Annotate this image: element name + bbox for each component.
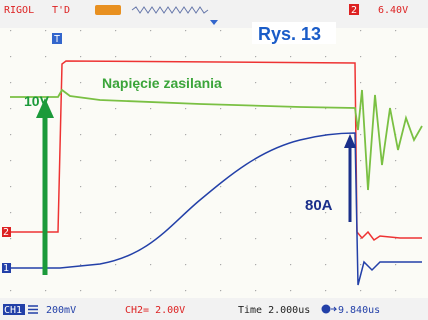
trigger-level: 6.40V: [378, 5, 408, 16]
voltage-label: 10V: [24, 93, 50, 109]
brand: RIGOL: [4, 5, 34, 16]
scope-screen: RIGOL T'D 2 6.40V T 2 1 Rys. 13 10V Napi…: [0, 0, 428, 320]
ch2-marker: 2: [3, 227, 9, 238]
ch1-marker: 1: [3, 263, 9, 274]
current-label: 80A: [305, 197, 333, 214]
supply-label: Napięcie zasilania: [102, 75, 222, 91]
offset-icon: [322, 305, 331, 314]
timebase: Time 2.000us: [238, 305, 310, 316]
ch1-scale: 200mV: [46, 305, 76, 316]
battery-icon: [95, 5, 121, 15]
trigger-channel: 2: [351, 5, 357, 16]
page: RIGOL T'D 2 6.40V T 2 1 Rys. 13 10V Napi…: [0, 0, 428, 320]
figure-label: Rys. 13: [258, 24, 321, 44]
ch2-scale: CH2= 2.00V: [125, 305, 185, 316]
trigger-marker: T: [54, 34, 60, 45]
trigger-offset: 9.840us: [338, 305, 380, 316]
ch1-label: CH1: [4, 305, 22, 316]
grid: [10, 30, 422, 296]
status: T'D: [52, 5, 70, 16]
